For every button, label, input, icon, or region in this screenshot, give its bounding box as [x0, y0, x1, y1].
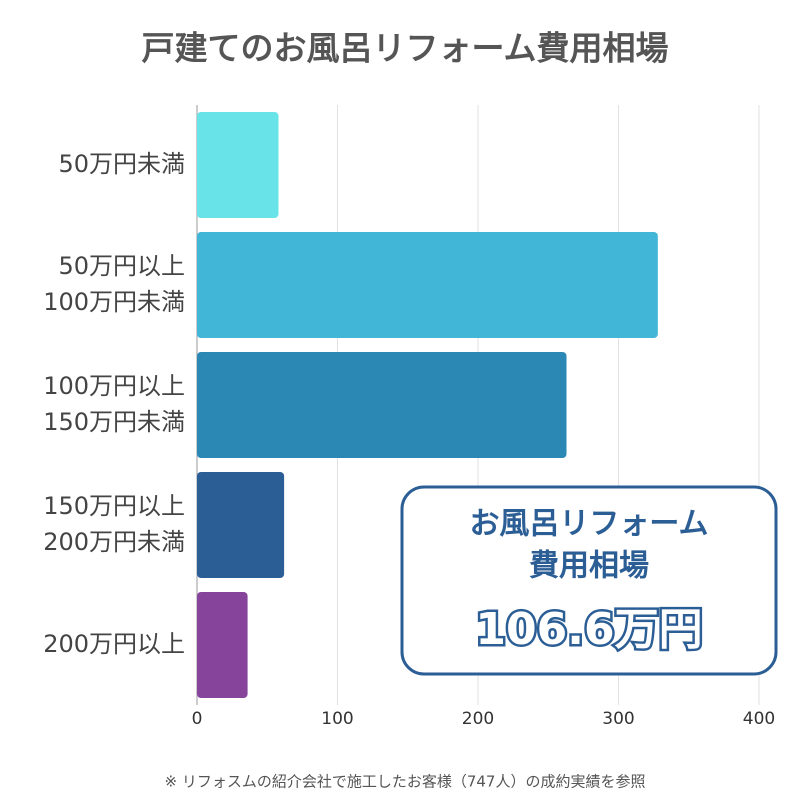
- x-tick-label: 400: [743, 709, 775, 729]
- y-tick-label: 200万円以上: [43, 630, 185, 658]
- bar: [197, 112, 279, 218]
- annotation-heading: 費用相場: [529, 549, 649, 584]
- annotation-box: [400, 485, 778, 676]
- x-tick-label: 100: [321, 709, 353, 729]
- y-tick-label: 50万円以上: [58, 252, 185, 280]
- bar: [197, 592, 248, 698]
- x-tick-label: 200: [462, 709, 494, 729]
- bar: [197, 472, 285, 578]
- bar: [197, 352, 567, 458]
- y-tick-label: 150万円以上: [43, 492, 185, 520]
- bar: [197, 232, 658, 338]
- y-tick-label: 100万円以上: [43, 372, 185, 400]
- annotation-heading: お風呂リフォーム: [469, 507, 708, 542]
- y-tick-label: 50万円未満: [58, 150, 185, 178]
- chart-title: 戸建てのお風呂リフォーム費用相場: [141, 29, 668, 68]
- y-tick-label: 150万円未満: [43, 408, 185, 436]
- y-tick-label: 100万円未満: [43, 288, 185, 316]
- footnote: ※ リフォスムの紹介会社で施工したお客様（747人）の成約実績を参照: [165, 773, 646, 791]
- x-tick-label: 300: [602, 709, 634, 729]
- x-tick-label: 0: [192, 709, 203, 729]
- y-tick-label: 200万円未満: [43, 528, 185, 556]
- plot-area: 0 100 200 300 400 50万円未満 50万円以上 100万円未満 100万円以上 1…: [43, 105, 775, 729]
- annotation-value: 106.6万円: [475, 604, 702, 655]
